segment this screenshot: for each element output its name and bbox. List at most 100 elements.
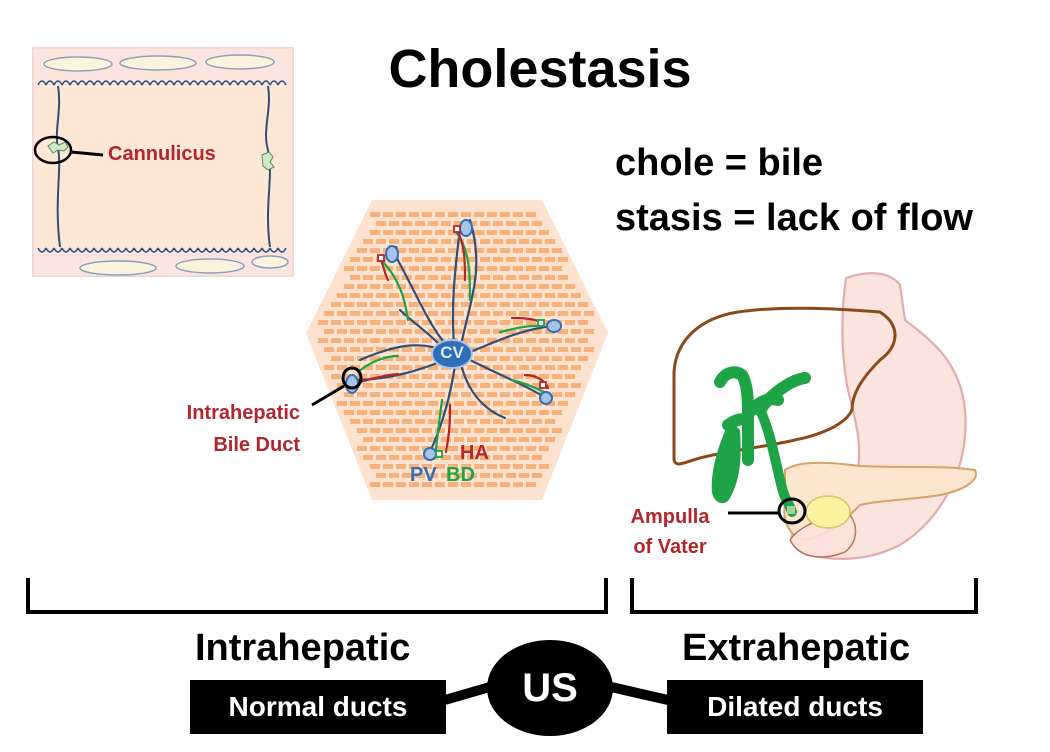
hepatocyte-block: [389, 455, 399, 460]
hepatocyte-block: [357, 284, 367, 289]
hepatocyte-block: [519, 347, 529, 352]
hepatocyte-block: [487, 212, 497, 217]
hepatocyte-block: [422, 248, 432, 253]
hepatocyte-block: [383, 482, 393, 487]
hepatocyte-block: [454, 419, 464, 424]
hepatocyte-block: [415, 311, 425, 316]
hepatocyte-block: [474, 320, 484, 325]
hepatocyte-block: [448, 446, 458, 451]
hepatocyte-block: [474, 410, 484, 415]
hepatocyte-block: [500, 338, 510, 343]
hepatocyte-block: [565, 284, 575, 289]
hepatocyte-block: [500, 482, 510, 487]
hepatocyte-block: [454, 383, 464, 388]
hepatocyte-block: [350, 329, 360, 334]
hepatocyte-block: [402, 419, 412, 424]
hepatocyte-block: [363, 419, 373, 424]
hepatocyte-block: [513, 392, 523, 397]
hepatocyte-block: [500, 248, 510, 253]
hepatocyte-block: [363, 437, 373, 442]
extrahepatic-bracket: [630, 578, 978, 614]
hepatocyte-block: [376, 455, 386, 460]
hepatocyte-block: [415, 419, 425, 424]
extrahepatic-section-label: Extrahepatic: [682, 627, 911, 669]
hepatocyte-block: [324, 365, 334, 370]
hepatocyte-block: [448, 248, 458, 253]
hepatocyte-block: [389, 437, 399, 442]
hepatocyte-block: [461, 410, 471, 415]
hepatocyte-block: [337, 401, 347, 406]
hepatocyte-block: [545, 239, 555, 244]
hepatocyte-block: [461, 482, 471, 487]
hepatocyte-block: [454, 473, 464, 478]
hepatocyte-block: [344, 266, 354, 271]
hepatocyte-block: [441, 311, 451, 316]
hepatocyte-block: [409, 266, 419, 271]
hepatocyte-block: [467, 275, 477, 280]
hepatocyte-block: [422, 374, 432, 379]
hepatocyte-block: [474, 464, 484, 469]
hepatocyte-block: [526, 428, 536, 433]
hepatocyte-block: [513, 248, 523, 253]
hepatocyte-block: [461, 284, 471, 289]
hepatocyte-block: [428, 329, 438, 334]
hepatocyte-block: [357, 446, 367, 451]
hepatocyte-block: [396, 284, 406, 289]
ampulla-highlight-circle: [777, 497, 807, 525]
hepatocyte-block: [513, 428, 523, 433]
hepatocyte-block: [422, 410, 432, 415]
hepatocyte-block: [526, 356, 536, 361]
hepatocyte-block: [376, 329, 386, 334]
hepatocyte-block: [454, 293, 464, 298]
hepatocyte-block: [532, 437, 542, 442]
hepatocyte-block: [376, 473, 386, 478]
hepatocyte-block: [558, 401, 568, 406]
hepatocyte-block: [545, 383, 555, 388]
hepatocyte-block: [461, 428, 471, 433]
hepatocyte-block: [415, 293, 425, 298]
hepatocyte-block: [376, 347, 386, 352]
hepatocyte-block: [539, 266, 549, 271]
hepatocyte-block: [396, 374, 406, 379]
hepatocyte-block: [539, 284, 549, 289]
hepatocyte-block: [493, 437, 503, 442]
hepatocyte-block: [519, 221, 529, 226]
hepatocyte-block: [461, 212, 471, 217]
hepatocyte-block: [370, 464, 380, 469]
hepatocyte-block: [370, 320, 380, 325]
hepatocyte-block: [396, 356, 406, 361]
hepatocyte-block: [350, 419, 360, 424]
hepatocyte-block: [532, 293, 542, 298]
hepatocyte-block: [552, 410, 562, 415]
hepatocyte-block: [545, 275, 555, 280]
hepatocyte-block: [461, 446, 471, 451]
canaliculus-highlight-circle: [33, 135, 73, 165]
hepatocyte-block: [578, 338, 588, 343]
hepatocyte-block: [565, 374, 575, 379]
hepatocyte-block: [448, 428, 458, 433]
hepatocyte-block: [409, 284, 419, 289]
hepatocyte-block: [565, 338, 575, 343]
hepatocyte-block: [376, 365, 386, 370]
hepatocyte-block: [435, 464, 445, 469]
hepatocyte-block: [350, 275, 360, 280]
hepatocyte-block: [428, 221, 438, 226]
hepatocyte-block: [461, 302, 471, 307]
hepatocyte-block: [500, 464, 510, 469]
hepatocyte-block: [415, 365, 425, 370]
hepatocyte-block: [396, 302, 406, 307]
hepatocyte-block: [532, 473, 542, 478]
hepatocyte-block: [441, 419, 451, 424]
hepatocyte-block: [370, 446, 380, 451]
hepatocyte-block: [435, 266, 445, 271]
hepatocyte-block: [422, 212, 432, 217]
hepatocyte-block: [435, 248, 445, 253]
hepatocyte-block: [318, 320, 328, 325]
hepatocyte-block: [480, 437, 490, 442]
hepatocyte-block: [318, 338, 328, 343]
hepatocyte-block: [370, 230, 380, 235]
hepatocyte-block: [402, 293, 412, 298]
hepatocyte-block: [402, 239, 412, 244]
hepatocyte-block: [435, 392, 445, 397]
hepatocyte-block: [480, 239, 490, 244]
